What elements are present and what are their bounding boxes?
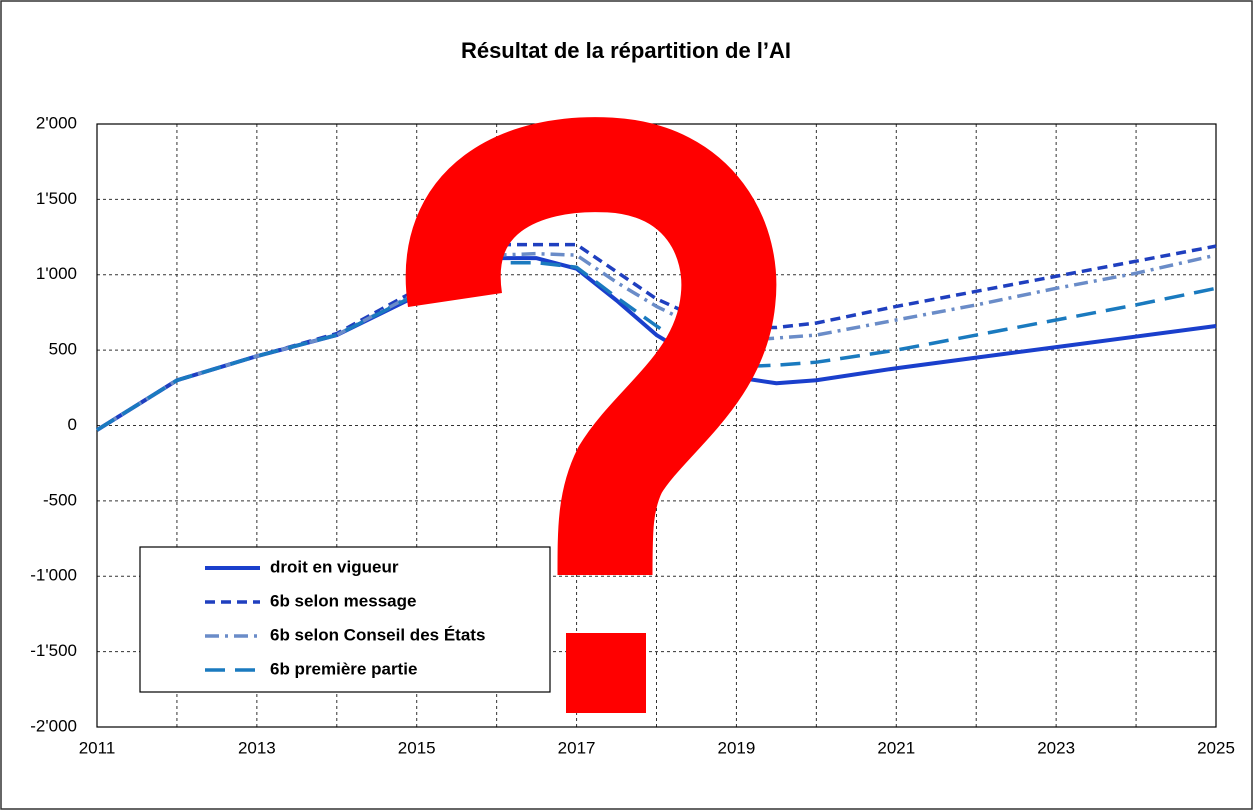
y-tick-label: -2'000 (30, 716, 77, 735)
x-tick-label: 2011 (79, 738, 116, 757)
y-tick-label: -500 (43, 490, 77, 509)
series-line (96, 251, 1217, 432)
plot-border (96, 123, 1217, 728)
x-tick-label: 2013 (238, 738, 276, 757)
x-tick-label: 2021 (877, 738, 915, 757)
x-tick-label: 2019 (718, 738, 756, 757)
y-tick-label: 500 (49, 340, 77, 359)
legend-label: 6b première partie (270, 659, 417, 678)
chart-title: Résultat de la répartition de l’AI (461, 38, 791, 63)
x-tick-label: 2015 (398, 738, 436, 757)
x-tick-label: 2025 (1197, 738, 1235, 757)
x-tick-label: 2023 (1037, 738, 1075, 757)
y-tick-label: -1'500 (30, 641, 77, 660)
series-line (96, 260, 1217, 432)
question-dot (566, 633, 646, 713)
y-tick-label: 1'500 (36, 189, 77, 208)
question-mark (405, 117, 777, 713)
x-tick-label: 2017 (558, 738, 596, 757)
legend-label: 6b selon Conseil des États (270, 625, 485, 644)
y-tick-label: -1'000 (30, 566, 77, 585)
y-tick-label: 0 (68, 415, 77, 434)
question-hook (405, 117, 777, 576)
y-tick-label: 2'000 (36, 113, 77, 132)
legend: droit en vigueur 6b selon message 6b selon… (139, 546, 551, 693)
legend-box (139, 546, 551, 693)
legend-label: 6b selon message (270, 591, 416, 610)
legend-label: droit en vigueur (270, 557, 399, 576)
y-tick-label: 1'000 (36, 264, 77, 283)
